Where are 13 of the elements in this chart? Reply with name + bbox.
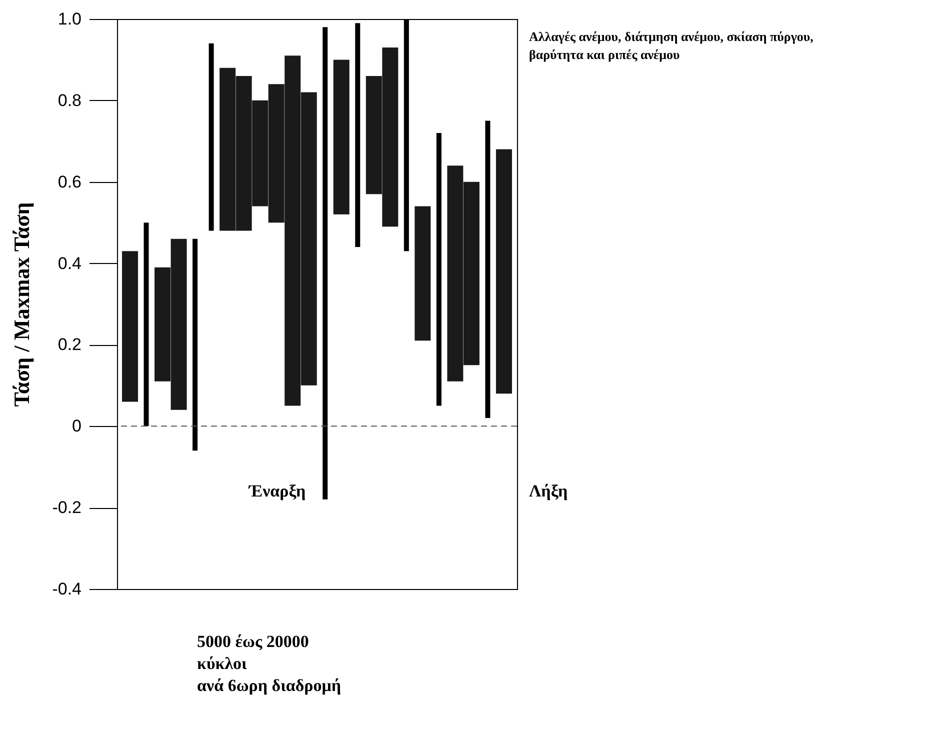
annotation: Έναρξη (248, 482, 306, 501)
y-tick-label: 0.8 (58, 90, 82, 110)
y-tick-label: 0.2 (58, 335, 82, 354)
text: 5000 έως 20000 κύκλοι ανά 6ωρη διαδρομή (197, 632, 342, 695)
y-tick-label: -0.4 (52, 580, 82, 598)
text: Αλλαγές ανέμου, διάτμηση ανέμου, σκίαση πύργου, βαρύτητα και ριπές ανέμου (529, 29, 814, 62)
text: Λήξη (529, 482, 568, 501)
y-tick-label: -0.2 (52, 498, 82, 518)
y-axis-title: Τάση / Maxmax Τάση (9, 202, 34, 407)
y-tick-label: 0.6 (58, 172, 82, 192)
y-tick-label: 0 (72, 416, 82, 436)
y-tick-label: 1.0 (58, 10, 82, 28)
y-tick-label: 0.4 (58, 254, 82, 273)
